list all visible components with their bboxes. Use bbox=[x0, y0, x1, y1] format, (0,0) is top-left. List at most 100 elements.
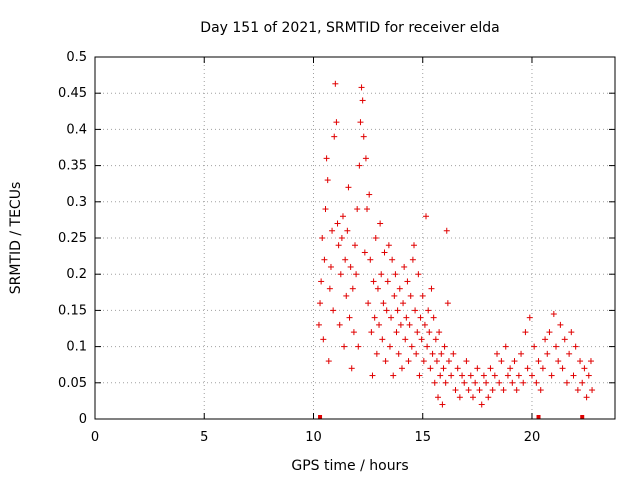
y-axis-title: SRMTID / TECUs bbox=[8, 182, 24, 295]
data-point bbox=[388, 314, 395, 321]
data-point bbox=[397, 321, 404, 328]
y-tick-label: 0.4 bbox=[66, 122, 87, 137]
data-point bbox=[577, 358, 584, 365]
data-point bbox=[487, 365, 494, 372]
y-axis-ticks: 0 0.05 0.1 0.15 0.2 0.25 0.3 0.35 0.4 0.45 0.5 bbox=[58, 50, 615, 427]
data-point bbox=[390, 372, 397, 379]
data-point bbox=[463, 358, 470, 365]
gap-marker bbox=[318, 415, 323, 419]
data-point bbox=[496, 379, 503, 386]
data-point bbox=[324, 177, 331, 184]
data-point bbox=[403, 314, 410, 321]
data-point bbox=[563, 379, 570, 386]
data-point bbox=[332, 80, 339, 87]
data-point bbox=[509, 379, 516, 386]
data-point bbox=[557, 321, 564, 328]
data-point bbox=[437, 372, 444, 379]
data-point bbox=[518, 350, 525, 357]
x-tick-label: 10 bbox=[305, 430, 322, 445]
data-point bbox=[346, 314, 353, 321]
data-point bbox=[502, 343, 509, 350]
data-point bbox=[329, 227, 336, 234]
data-point bbox=[467, 372, 474, 379]
data-point bbox=[439, 401, 446, 408]
data-point bbox=[423, 213, 430, 220]
data-point bbox=[559, 365, 566, 372]
data-point bbox=[454, 365, 461, 372]
data-point bbox=[528, 372, 535, 379]
data-point bbox=[369, 372, 376, 379]
data-point bbox=[409, 256, 416, 263]
data-point bbox=[500, 387, 507, 394]
y-tick-label: 0.2 bbox=[66, 267, 87, 282]
gap-marker bbox=[580, 415, 585, 419]
x-tick-label: 15 bbox=[414, 430, 431, 445]
data-point bbox=[335, 242, 342, 249]
data-point bbox=[469, 394, 476, 401]
data-point bbox=[436, 329, 443, 336]
data-point bbox=[406, 321, 413, 328]
data-point bbox=[452, 387, 459, 394]
data-point bbox=[443, 227, 450, 234]
data-point bbox=[553, 343, 560, 350]
y-tick-label: 0.15 bbox=[58, 303, 87, 318]
y-tick-label: 0.05 bbox=[58, 376, 87, 391]
chart-title: Day 151 of 2021, SRMTID for receiver eld… bbox=[200, 20, 499, 36]
data-point bbox=[395, 350, 402, 357]
data-point bbox=[343, 292, 350, 299]
data-point bbox=[378, 271, 385, 278]
data-point bbox=[317, 300, 324, 307]
data-point bbox=[357, 119, 364, 126]
data-point bbox=[366, 191, 373, 198]
data-point bbox=[362, 155, 369, 162]
data-point bbox=[440, 365, 447, 372]
data-point bbox=[526, 314, 533, 321]
data-point bbox=[570, 372, 577, 379]
data-point bbox=[352, 242, 358, 249]
data-point bbox=[524, 365, 531, 372]
data-point bbox=[367, 256, 374, 263]
data-point bbox=[379, 336, 386, 343]
data-point bbox=[546, 329, 553, 336]
data-point bbox=[511, 358, 518, 365]
data-point bbox=[420, 358, 427, 365]
y-tick-label: 0.3 bbox=[66, 195, 87, 210]
data-point bbox=[542, 336, 549, 343]
data-point bbox=[354, 206, 361, 213]
data-point bbox=[539, 365, 546, 372]
data-point bbox=[585, 372, 592, 379]
data-point bbox=[456, 394, 463, 401]
gap-markers bbox=[318, 415, 585, 419]
data-point bbox=[478, 401, 485, 408]
data-point bbox=[382, 358, 389, 365]
data-point bbox=[393, 329, 400, 336]
data-point bbox=[319, 235, 326, 241]
data-point bbox=[353, 271, 360, 278]
data-point bbox=[450, 350, 457, 357]
data-point bbox=[339, 213, 346, 220]
data-point bbox=[315, 321, 322, 328]
data-point bbox=[442, 379, 449, 386]
data-point bbox=[520, 379, 527, 386]
plot-area-border bbox=[94, 56, 616, 420]
data-point bbox=[587, 358, 594, 365]
data-point bbox=[356, 162, 363, 169]
y-tick-label: 0.5 bbox=[66, 50, 87, 65]
data-point bbox=[374, 285, 381, 292]
data-point bbox=[568, 329, 575, 336]
data-point bbox=[432, 336, 439, 343]
data-point bbox=[504, 372, 511, 379]
data-point bbox=[373, 350, 380, 357]
data-point bbox=[321, 256, 328, 263]
data-point bbox=[331, 133, 338, 140]
x-tick-label: 5 bbox=[200, 430, 208, 445]
data-point bbox=[358, 84, 365, 91]
data-point bbox=[318, 278, 325, 285]
data-point bbox=[381, 249, 388, 256]
data-point bbox=[380, 300, 387, 307]
data-point bbox=[389, 256, 396, 263]
data-point bbox=[465, 387, 472, 394]
data-point bbox=[427, 365, 434, 372]
data-point bbox=[589, 387, 596, 394]
